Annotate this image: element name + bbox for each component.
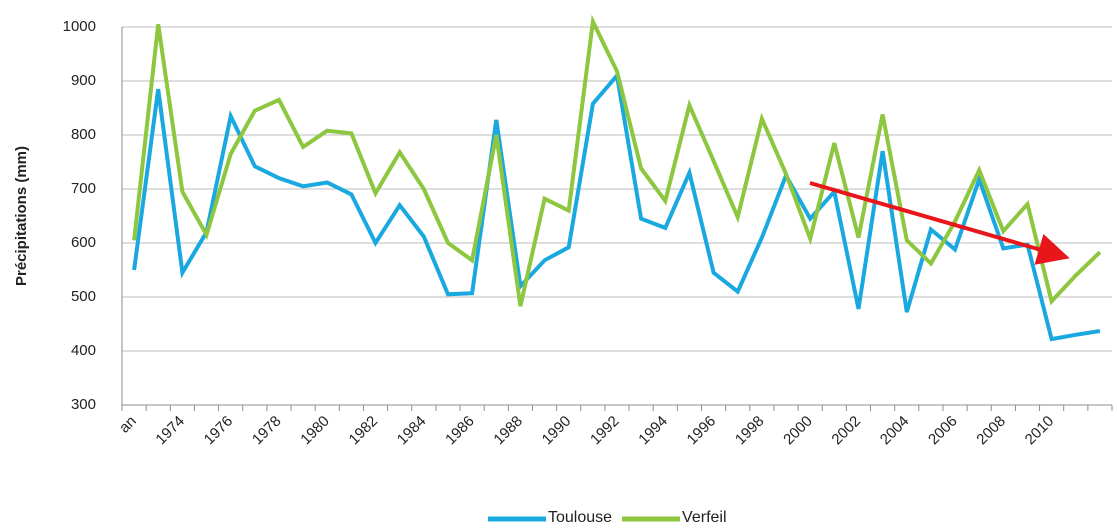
y-tick-label: 700 (71, 180, 96, 197)
y-tick-label: 500 (71, 288, 96, 305)
x-tick-label: 2004 (877, 413, 913, 449)
x-tick-label: 1992 (587, 413, 623, 449)
x-tick-label: 2000 (780, 413, 816, 449)
y-tick-label: 1000 (63, 18, 96, 35)
x-tick-label: 2002 (828, 413, 864, 449)
x-tick-label: 1976 (201, 413, 237, 449)
series-line (132, 71, 1101, 342)
y-axis-label: Précipitations (mm) (13, 146, 30, 286)
x-tick-label: 1980 (297, 413, 333, 449)
x-tick-label: 1990 (539, 413, 575, 449)
x-tick-label: 1986 (442, 413, 478, 449)
x-tick-label: 1988 (490, 413, 526, 449)
trend-arrow (809, 181, 1070, 265)
y-tick-label: 400 (71, 342, 96, 359)
y-tick-label: 800 (71, 126, 96, 143)
legend-label: Toulouse (548, 509, 612, 526)
legend-label: Verfeil (682, 509, 726, 526)
x-tick-label: 2010 (1022, 413, 1058, 449)
x-tick-label: 2008 (973, 413, 1009, 449)
x-tick-label: 1974 (152, 413, 188, 449)
x-tick-label: 1984 (394, 413, 430, 449)
x-tick-label: 1994 (635, 413, 671, 449)
x-tick-label: 1978 (249, 413, 285, 449)
y-tick-label: 300 (71, 396, 96, 413)
y-tick-label: 900 (71, 72, 96, 89)
x-tick-label: an (116, 413, 140, 437)
y-tick-label: 600 (71, 234, 96, 251)
x-tick-label: 2006 (925, 413, 961, 449)
x-tick-label: 1982 (346, 413, 382, 449)
x-tick-label: 1998 (732, 413, 768, 449)
series-line (132, 14, 1102, 307)
plot-area: 300 400 500 600 700 800 900 1000 an 1974 1976 1978 1… (63, 14, 1113, 449)
x-tick-label: 1996 (684, 413, 720, 449)
